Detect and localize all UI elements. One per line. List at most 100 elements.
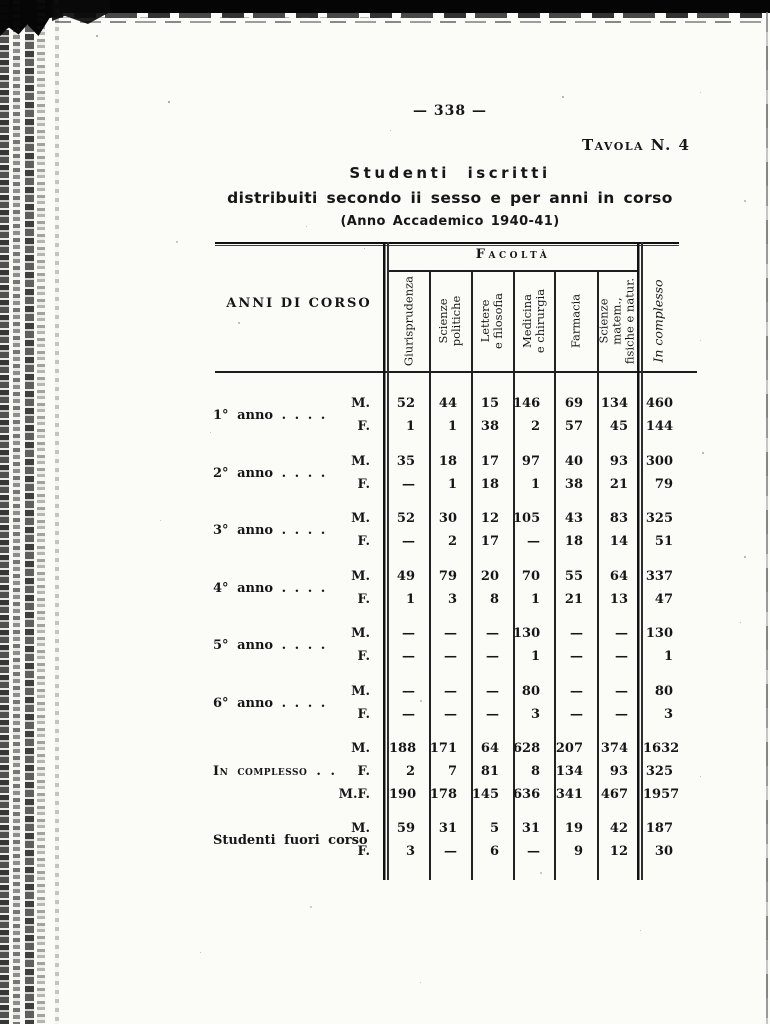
sex-label: M.F.	[338, 787, 370, 802]
value-cell: 1	[530, 592, 540, 607]
value-cell: —	[402, 477, 415, 492]
value-cell: —	[444, 844, 457, 859]
sex-label: M.	[351, 684, 370, 699]
value-cell: —	[615, 626, 628, 641]
column-header-5: Scienze matem., fisiche e natur.	[596, 277, 637, 365]
value-cell: 9	[573, 844, 583, 859]
value-cell: —	[615, 684, 628, 699]
speckle-dot	[420, 982, 421, 983]
value-cell: 97	[521, 454, 540, 469]
value-cell: 134	[600, 396, 628, 411]
value-cell: —	[402, 649, 415, 664]
stats-table: ANNI DI CORSO Facoltà Giurisprudenza Scie…	[213, 242, 697, 882]
column-rule	[597, 271, 599, 880]
sex-label: F.	[357, 534, 370, 549]
value-cell: 52	[396, 396, 415, 411]
value-cell: —	[402, 534, 415, 549]
value-cell: 341	[555, 787, 583, 802]
sex-label: F.	[357, 477, 370, 492]
binding-streak	[25, 0, 34, 1024]
value-cell: —	[444, 684, 457, 699]
column-header-4: Farmacia	[568, 293, 583, 349]
value-cell: —	[570, 684, 583, 699]
speckle-dot	[700, 340, 701, 341]
value-cell: 51	[654, 534, 673, 549]
value-cell: 49	[396, 569, 415, 584]
value-cell: 38	[480, 419, 499, 434]
value-cell: 5	[489, 821, 499, 836]
sex-label: M.	[351, 821, 370, 836]
value-cell: —	[570, 707, 583, 722]
row-group: 3° anno . . . . M. 52 30 12 105 43 83 325 F. — 2 17 —…	[213, 511, 697, 557]
value-cell: 12	[480, 511, 499, 526]
speckle-dot	[744, 200, 746, 202]
value-cell: —	[615, 649, 628, 664]
value-cell: 105	[513, 511, 541, 526]
value-cell: 18	[480, 477, 499, 492]
column-rule	[429, 271, 431, 880]
table-row: M. 49 79 20 70 55 64 337	[215, 569, 697, 592]
value-cell: 83	[609, 511, 628, 526]
value-cell: 1	[447, 419, 457, 434]
value-cell: —	[527, 534, 540, 549]
column-header-2: Lettere e filosofia	[478, 292, 505, 350]
row-group: 2° anno . . . . M. 35 18 17 97 40 93 300 F. — 1 18 1 3…	[213, 454, 697, 500]
value-cell: 178	[429, 787, 457, 802]
value-cell: 145	[471, 787, 499, 802]
column-header-1: Scienze politiche	[436, 295, 463, 347]
value-cell: 1	[663, 649, 673, 664]
value-cell: 17	[480, 454, 499, 469]
value-cell: 1	[530, 477, 540, 492]
value-cell: 64	[609, 569, 628, 584]
row-group: 5° anno . . . . M. — — — 130 — — 130 F. — — — 1 — — 1	[213, 626, 697, 672]
row-group-label: 4° anno . . . .	[213, 581, 326, 596]
scan-right-edge-line	[766, 12, 768, 1024]
speckle-dot	[310, 906, 312, 908]
column-header-3: Medicina e chirurgia	[519, 288, 547, 354]
sex-label: F.	[357, 764, 370, 779]
value-cell: 1	[405, 419, 415, 434]
speckle-dot	[740, 622, 741, 623]
column-rule	[513, 271, 515, 880]
sex-label: F.	[357, 419, 370, 434]
value-cell: 3	[530, 707, 540, 722]
value-cell: 70	[521, 569, 540, 584]
value-cell: 38	[564, 477, 583, 492]
row-group-label: 1° anno . . . .	[213, 408, 326, 423]
sex-label: M.	[351, 569, 370, 584]
value-cell: 325	[645, 511, 673, 526]
value-cell: 47	[654, 592, 673, 607]
scan-dashed-line-faint	[0, 17, 430, 18]
table-row: M. 188 171 64 628 207 374 1632	[215, 741, 697, 764]
value-cell: 8	[489, 592, 499, 607]
table-top-rule	[215, 242, 679, 246]
speckle-dot	[364, 248, 365, 249]
value-cell: 7	[447, 764, 457, 779]
value-cell: 3	[663, 707, 673, 722]
speckle-dot	[238, 322, 240, 324]
value-cell: —	[402, 626, 415, 641]
value-cell: 31	[438, 821, 457, 836]
value-cell: —	[444, 707, 457, 722]
sex-label: M.	[351, 626, 370, 641]
value-cell: 52	[396, 511, 415, 526]
speckle-dot	[702, 452, 704, 454]
value-cell: 636	[513, 787, 541, 802]
value-cell: 18	[438, 454, 457, 469]
speckle-dot	[744, 556, 746, 558]
value-cell: 130	[645, 626, 673, 641]
value-cell: 207	[555, 741, 583, 756]
table-row: M. 59 31 5 31 19 42 187	[215, 821, 697, 844]
speckle-dot	[660, 590, 661, 591]
column-header-0: Giurisprudenza	[401, 275, 416, 367]
speckle-dot	[540, 872, 542, 874]
speckle-dot	[176, 241, 178, 243]
value-cell: 30	[438, 511, 457, 526]
value-cell: 134	[555, 764, 583, 779]
row-group: 4° anno . . . . M. 49 79 20 70 55 64 337 F. 1 3 8 1 21…	[213, 569, 697, 615]
value-cell: 80	[654, 684, 673, 699]
value-cell: —	[570, 626, 583, 641]
scan-dashed-line	[0, 21, 770, 23]
value-cell: 59	[396, 821, 415, 836]
